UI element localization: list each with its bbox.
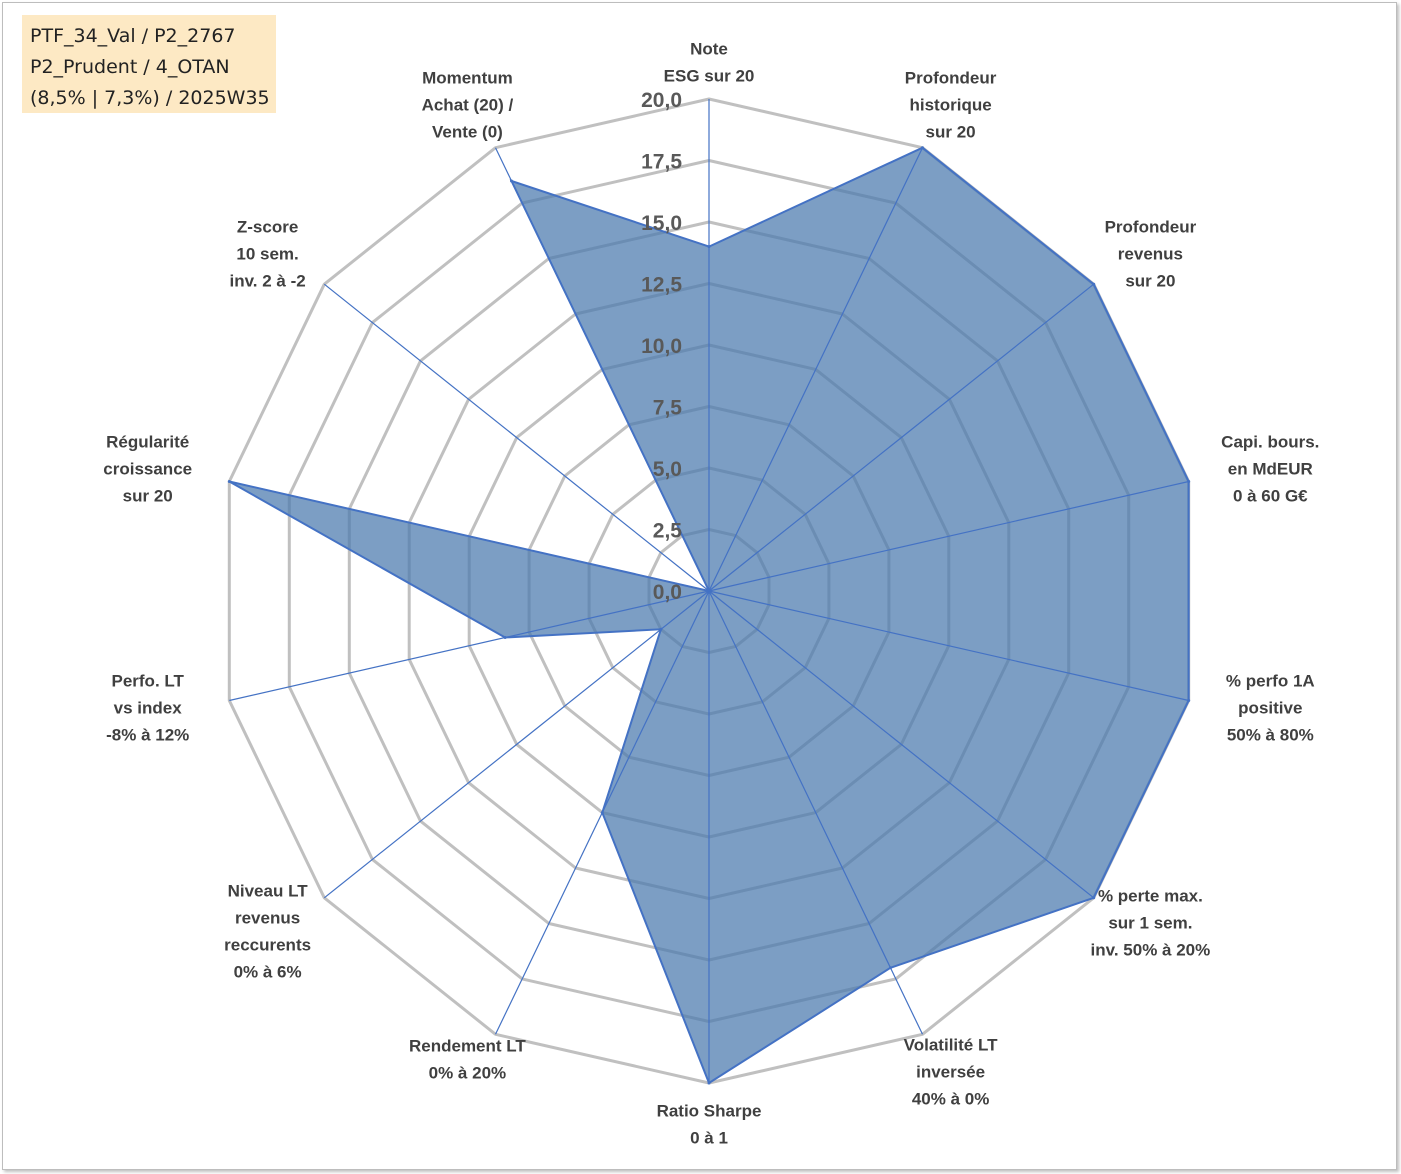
axis-title-12-line-1: 10 sem. <box>236 245 298 264</box>
tick-label-7: 17,5 <box>641 151 682 174</box>
tick-layer: 0,0 2,5 5,0 7,5 10,0 12,5 15,0 17,5 20,0 <box>641 89 682 604</box>
axis-title-2-line-2: sur 20 <box>1125 272 1175 291</box>
tick-label-0: 0,0 <box>653 581 682 604</box>
axis-title-9-line-3: 0% à 6% <box>234 962 302 981</box>
axis-title-6-line-1: inversée <box>916 1062 985 1081</box>
axis-spoke-5 <box>708 590 1095 899</box>
axis-title-12-line-2: inv. 2 à -2 <box>229 272 305 291</box>
axis-title-10: Perfo. LT vs index -8% à 12% <box>106 671 189 744</box>
tick-label-4: 10,0 <box>641 335 682 358</box>
tick-label-3: 7,5 <box>653 397 683 420</box>
axis-title-2: Profondeur revenus sur 20 <box>1105 218 1197 291</box>
axis-title-8-line-0: Rendement LT <box>409 1037 526 1056</box>
info-line-2: P2_Prudent / 4_OTAN <box>30 56 230 78</box>
axis-spoke-10 <box>229 590 710 702</box>
info-line-3: (8,5% | 7,3%) / 2025W35 <box>30 87 270 109</box>
axis-title-0: Note ESG sur 20 <box>664 40 755 86</box>
axis-spoke-4 <box>708 590 1189 702</box>
axis-title-5-line-0: % perte max. <box>1098 887 1203 906</box>
axis-title-3-line-1: en MdEUR <box>1228 460 1313 479</box>
axis-title-2-line-1: revenus <box>1118 245 1183 264</box>
axis-title-6-line-2: 40% à 0% <box>912 1089 990 1108</box>
axis-spoke-1 <box>708 147 924 592</box>
tick-label-5: 12,5 <box>641 274 682 297</box>
axis-title-4-line-2: 50% à 80% <box>1227 725 1314 744</box>
axis-title-8-line-1: 0% à 20% <box>429 1064 507 1083</box>
tick-label-2: 5,0 <box>653 458 682 481</box>
axis-title-7: Ratio Sharpe 0 à 1 <box>657 1102 762 1148</box>
label-layer: Note ESG sur 20 Profondeur historique sur 20… <box>103 40 1319 1148</box>
axis-spoke-3 <box>708 480 1189 592</box>
axis-spoke-2 <box>708 283 1095 592</box>
axis-title-1: Profondeur historique sur 20 <box>905 69 997 142</box>
axis-title-12: Z-score 10 sem. inv. 2 à -2 <box>229 218 305 291</box>
axis-title-3-line-0: Capi. bours. <box>1221 433 1319 452</box>
axis-title-13-line-1: Achat (20) / <box>422 96 514 115</box>
axis-title-5: % perte max. sur 1 sem. inv. 50% à 20% <box>1091 887 1211 960</box>
axis-title-9-line-2: reccurents <box>224 935 311 954</box>
axis-spoke-11 <box>229 480 710 592</box>
axis-title-10-line-0: Perfo. LT <box>111 671 184 690</box>
axis-title-12-line-0: Z-score <box>237 218 298 237</box>
axis-title-0-line-1: ESG sur 20 <box>664 67 755 86</box>
axis-title-4-line-0: % perfo 1A <box>1226 671 1315 690</box>
axis-title-6: Volatilité LT inversée 40% à 0% <box>904 1035 998 1108</box>
axis-title-4: % perfo 1A positive 50% à 80% <box>1226 671 1315 744</box>
axis-title-11: Régularité croissance sur 20 <box>103 433 192 506</box>
axis-title-3-line-2: 0 à 60 G€ <box>1233 487 1308 506</box>
axis-spoke-13 <box>494 147 710 592</box>
axis-title-10-line-1: vs index <box>114 698 183 717</box>
axis-title-7-line-0: Ratio Sharpe <box>657 1102 762 1121</box>
axis-title-5-line-2: inv. 50% à 20% <box>1091 941 1211 960</box>
axis-title-8: Rendement LT 0% à 20% <box>409 1037 526 1083</box>
axis-title-13: Momentum Achat (20) / Vente (0) <box>422 69 514 142</box>
axis-title-10-line-2: -8% à 12% <box>106 725 189 744</box>
axis-title-13-line-2: Vente (0) <box>432 123 503 142</box>
axis-spoke-12 <box>323 283 710 592</box>
axis-title-11-line-0: Régularité <box>106 433 189 452</box>
axis-title-3: Capi. bours. en MdEUR 0 à 60 G€ <box>1221 433 1319 506</box>
axis-spoke-8 <box>494 590 710 1035</box>
axis-spoke-9 <box>323 590 710 899</box>
spoke-layer <box>229 99 1189 1083</box>
tick-label-1: 2,5 <box>653 520 683 543</box>
axis-title-4-line-1: positive <box>1238 698 1302 717</box>
axis-title-1-line-2: sur 20 <box>926 123 976 142</box>
axis-title-13-line-0: Momentum <box>422 69 513 88</box>
axis-title-1-line-1: historique <box>910 96 992 115</box>
axis-title-9-line-0: Niveau LT <box>228 881 309 900</box>
axis-title-9: Niveau LT revenus reccurents 0% à 6% <box>224 881 311 981</box>
axis-title-1-line-0: Profondeur <box>905 69 997 88</box>
info-line-1: PTF_34_Val / P2_2767 <box>30 25 236 47</box>
axis-title-9-line-1: revenus <box>235 908 300 927</box>
axis-title-0-line-0: Note <box>690 40 728 59</box>
axis-title-11-line-1: croissance <box>103 460 192 479</box>
tick-label-8: 20,0 <box>641 89 682 112</box>
portfolio-info-box: PTF_34_Val / P2_2767 P2_Prudent / 4_OTAN… <box>22 15 276 113</box>
axis-title-6-line-0: Volatilité LT <box>904 1035 998 1054</box>
axis-title-5-line-1: sur 1 sem. <box>1108 914 1192 933</box>
axis-spoke-6 <box>708 590 924 1035</box>
tick-label-6: 15,0 <box>641 212 682 235</box>
axis-title-11-line-2: sur 20 <box>123 487 173 506</box>
axis-title-7-line-1: 0 à 1 <box>690 1129 728 1148</box>
axis-title-2-line-0: Profondeur <box>1105 218 1197 237</box>
